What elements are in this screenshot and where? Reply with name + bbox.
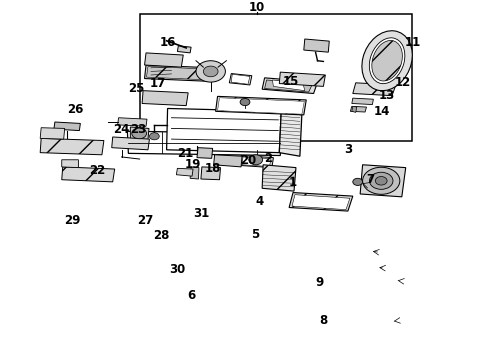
Polygon shape xyxy=(40,128,65,139)
Text: 21: 21 xyxy=(177,147,194,160)
Polygon shape xyxy=(218,98,304,114)
Text: 16: 16 xyxy=(159,36,176,49)
Text: 11: 11 xyxy=(404,36,421,49)
Ellipse shape xyxy=(372,40,402,81)
Polygon shape xyxy=(279,72,325,86)
Text: 17: 17 xyxy=(149,77,166,90)
Polygon shape xyxy=(216,96,306,115)
Circle shape xyxy=(132,128,147,139)
Polygon shape xyxy=(118,118,147,126)
Polygon shape xyxy=(242,157,271,167)
Polygon shape xyxy=(62,167,115,182)
Text: 31: 31 xyxy=(193,207,209,220)
Text: 8: 8 xyxy=(319,314,327,327)
Circle shape xyxy=(203,66,218,77)
Polygon shape xyxy=(279,111,302,156)
Text: 30: 30 xyxy=(169,263,186,276)
Text: 22: 22 xyxy=(89,164,105,177)
Polygon shape xyxy=(127,131,282,156)
Polygon shape xyxy=(262,165,296,191)
Polygon shape xyxy=(147,67,211,80)
Polygon shape xyxy=(142,91,188,105)
Polygon shape xyxy=(350,106,367,112)
Text: 1: 1 xyxy=(289,176,297,189)
Ellipse shape xyxy=(362,31,412,91)
Text: 23: 23 xyxy=(130,123,147,136)
Text: 27: 27 xyxy=(137,214,153,227)
Circle shape xyxy=(149,133,159,140)
Polygon shape xyxy=(177,46,191,53)
Circle shape xyxy=(249,155,263,165)
Polygon shape xyxy=(130,127,149,140)
Text: 9: 9 xyxy=(316,276,323,289)
Circle shape xyxy=(353,178,363,185)
Text: 2: 2 xyxy=(265,152,272,165)
Circle shape xyxy=(363,167,400,194)
Polygon shape xyxy=(289,193,353,211)
Polygon shape xyxy=(62,160,78,168)
Text: 15: 15 xyxy=(282,75,299,88)
Circle shape xyxy=(375,176,387,185)
Text: 12: 12 xyxy=(394,76,411,89)
Bar xyxy=(140,14,412,141)
Polygon shape xyxy=(54,122,80,131)
Polygon shape xyxy=(40,138,104,155)
Text: 6: 6 xyxy=(187,289,195,302)
Polygon shape xyxy=(201,167,220,180)
Text: 24: 24 xyxy=(113,123,130,136)
Polygon shape xyxy=(265,80,313,92)
Text: 18: 18 xyxy=(204,162,221,175)
Polygon shape xyxy=(352,106,357,112)
Text: 20: 20 xyxy=(240,154,257,167)
Polygon shape xyxy=(360,165,406,197)
Polygon shape xyxy=(190,167,199,179)
Text: 7: 7 xyxy=(367,172,374,185)
Circle shape xyxy=(369,172,393,189)
Polygon shape xyxy=(148,64,174,78)
Polygon shape xyxy=(145,53,183,67)
Polygon shape xyxy=(240,156,273,168)
Polygon shape xyxy=(229,73,252,85)
Circle shape xyxy=(240,99,250,105)
Text: 14: 14 xyxy=(374,105,391,118)
Polygon shape xyxy=(167,108,281,153)
Text: 4: 4 xyxy=(256,195,264,208)
Polygon shape xyxy=(304,39,329,52)
Polygon shape xyxy=(292,195,350,210)
Text: 28: 28 xyxy=(153,229,170,242)
Polygon shape xyxy=(197,148,213,158)
Text: 26: 26 xyxy=(67,103,83,116)
Text: 5: 5 xyxy=(251,228,259,241)
Polygon shape xyxy=(262,78,318,94)
Polygon shape xyxy=(272,80,305,91)
Text: 19: 19 xyxy=(184,158,201,171)
Ellipse shape xyxy=(369,38,405,84)
Circle shape xyxy=(196,61,225,82)
Polygon shape xyxy=(214,155,242,167)
Text: 29: 29 xyxy=(64,214,81,227)
Polygon shape xyxy=(112,137,149,150)
Polygon shape xyxy=(231,74,250,84)
Text: 13: 13 xyxy=(379,89,395,102)
Polygon shape xyxy=(352,98,373,104)
Polygon shape xyxy=(353,83,396,96)
Text: 25: 25 xyxy=(128,82,145,95)
Polygon shape xyxy=(176,168,193,176)
Polygon shape xyxy=(145,65,213,81)
Text: 10: 10 xyxy=(248,1,265,14)
Text: 3: 3 xyxy=(344,143,352,156)
